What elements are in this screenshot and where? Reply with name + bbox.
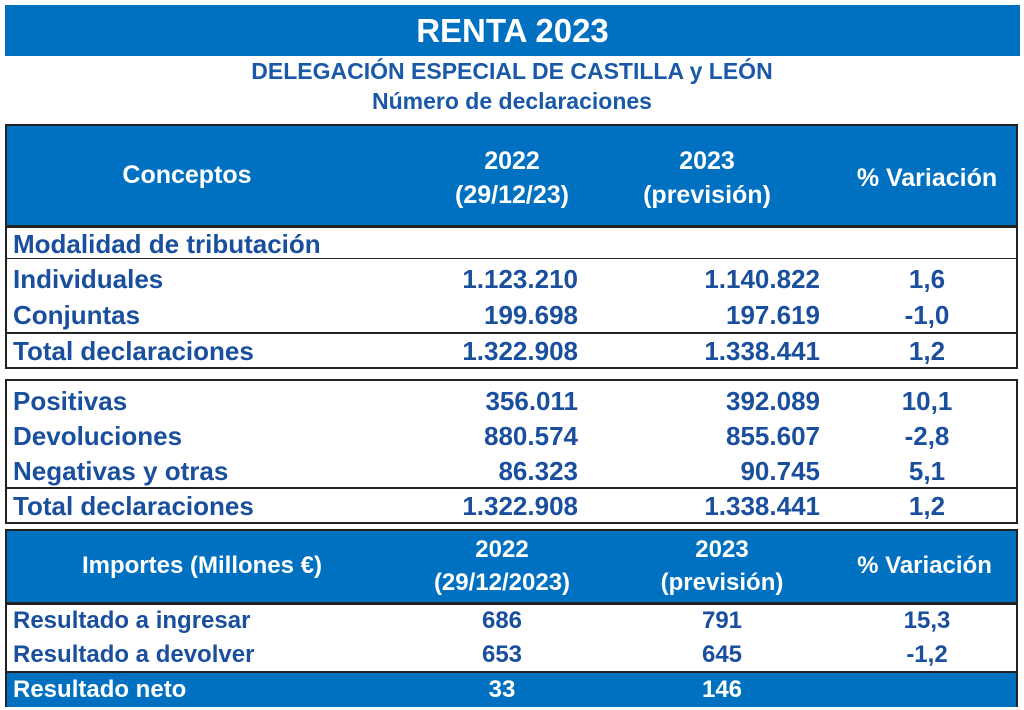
- row-label: Positivas: [13, 386, 128, 416]
- value-2022: 1.123.210: [462, 264, 578, 294]
- header-2022: 2022: [484, 147, 540, 175]
- value-2023: 197.619: [726, 300, 820, 330]
- value-variation: -2,8: [904, 421, 950, 451]
- value-2023: 855.607: [726, 421, 820, 451]
- subtitle-delegation: DELEGACIÓN ESPECIAL DE CASTILLA y LEÓN: [251, 58, 773, 84]
- value-2023: 1.140.822: [704, 264, 820, 294]
- row-label: Individuales: [13, 264, 164, 294]
- header-2022-date: (29/12/2023): [433, 569, 571, 596]
- value-2023: 1.338.441: [704, 336, 820, 366]
- row-label: Devoluciones: [13, 421, 183, 451]
- table-header: Conceptos 2022 (29/12/23) 2023 (previsió…: [7, 126, 1016, 228]
- declarations-table-result: Positivas 356.011 392.089 10,1 Devolucio…: [5, 379, 1018, 524]
- table-row: Positivas 356.011 392.089 10,1: [7, 384, 1016, 418]
- total-row: Total declaraciones 1.322.908 1.338.441 …: [7, 334, 1016, 368]
- header-variation: % Variación: [856, 164, 998, 192]
- value-variation: 1,6: [908, 264, 946, 294]
- value-variation: 10,1: [901, 386, 953, 416]
- row-label: Negativas y otras: [13, 456, 229, 486]
- header-2023-note: (previsión): [643, 181, 771, 209]
- value-2022: 86.323: [498, 456, 578, 486]
- value-2023: 90.745: [740, 456, 820, 486]
- value-variation: 1,2: [908, 491, 946, 521]
- value-variation: 5,1: [908, 456, 946, 486]
- value-2022: 880.574: [484, 421, 578, 451]
- value-2023: 645: [701, 641, 743, 668]
- row-label: Total declaraciones: [13, 491, 254, 521]
- value-2022: 653: [481, 641, 523, 668]
- page-title: RENTA 2023: [5, 5, 1020, 56]
- value-variation: 1,2: [908, 336, 946, 366]
- header-2023-note: (previsión): [660, 569, 784, 596]
- value-2022: 199.698: [484, 300, 578, 330]
- subtitle-metric: Número de declaraciones: [372, 88, 652, 114]
- table-row: Negativas y otras 86.323 90.745 5,1: [7, 454, 1016, 488]
- table-row: Resultado a ingresar 686 791 15,3: [7, 604, 1016, 638]
- net-row: Resultado neto 33 146: [7, 671, 1016, 707]
- value-variation: -1,2: [906, 641, 948, 668]
- row-label: Resultado a ingresar: [13, 607, 251, 634]
- declarations-table-modality: Conceptos 2022 (29/12/23) 2023 (previsió…: [5, 124, 1018, 369]
- row-label: Conjuntas: [13, 300, 141, 330]
- value-2023: 791: [701, 607, 743, 634]
- section-heading: Modalidad de tributación: [7, 227, 1016, 261]
- value-2023: 146: [701, 676, 743, 703]
- value-2023: 1.338.441: [704, 491, 820, 521]
- value-variation: -1,0: [904, 300, 950, 330]
- header-variation: % Variación: [857, 552, 992, 579]
- table-row: Resultado a devolver 653 645 -1,2: [7, 638, 1016, 672]
- header-2022-date: (29/12/23): [455, 181, 569, 209]
- section-label: Modalidad de tributación: [13, 229, 321, 259]
- header-2023: 2023: [679, 147, 735, 175]
- header-2023: 2023: [695, 536, 749, 563]
- amounts-table: Importes (Millones €) 2022 (29/12/2023) …: [5, 529, 1018, 707]
- row-label: Resultado a devolver: [13, 641, 255, 668]
- header-2022: 2022: [475, 536, 529, 563]
- value-2022: 686: [481, 607, 523, 634]
- total-row: Total declaraciones 1.322.908 1.338.441 …: [7, 489, 1016, 523]
- value-2023: 392.089: [726, 386, 820, 416]
- value-2022: 33: [488, 676, 516, 703]
- table-header: Importes (Millones €) 2022 (29/12/2023) …: [7, 531, 1016, 605]
- table-row: Devoluciones 880.574 855.607 -2,8: [7, 419, 1016, 453]
- header-concepts: Conceptos: [122, 161, 252, 189]
- table-row: Individuales 1.123.210 1.140.822 1,6: [7, 262, 1016, 296]
- value-variation: 15,3: [903, 607, 951, 634]
- header-concepts: Importes (Millones €): [81, 552, 323, 579]
- value-2022: 1.322.908: [462, 491, 578, 521]
- row-label: Total declaraciones: [13, 336, 254, 366]
- row-label: Resultado neto: [13, 676, 187, 703]
- value-2022: 356.011: [485, 386, 578, 416]
- table-row: Conjuntas 199.698 197.619 -1,0: [7, 298, 1016, 332]
- value-2022: 1.322.908: [462, 336, 578, 366]
